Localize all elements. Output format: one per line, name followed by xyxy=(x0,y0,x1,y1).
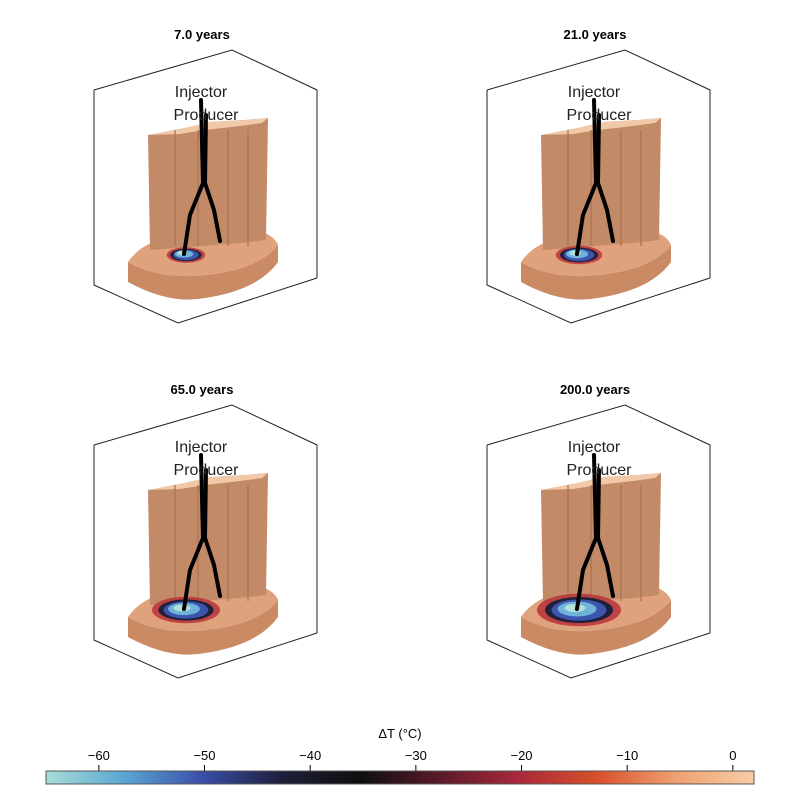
producer-well xyxy=(595,113,615,243)
axis-box-back xyxy=(486,404,711,633)
colorbar-bar xyxy=(45,770,755,785)
cold-plume xyxy=(555,245,603,265)
wells xyxy=(575,98,615,256)
producer-well xyxy=(595,468,615,598)
producer-label: Producer xyxy=(567,107,633,124)
wells xyxy=(575,453,615,611)
wells xyxy=(182,98,222,256)
panels: 7.0 years Injector Producer 21.0 years Injec… xyxy=(93,27,711,679)
axis-box-front xyxy=(486,445,711,679)
colorbar: ΔT (°C) −60 −50 −40 −30 −20 −10 0 xyxy=(45,726,755,785)
axis-box-back xyxy=(486,49,711,278)
injector-label: Injector xyxy=(568,439,621,456)
wells xyxy=(182,453,222,611)
colorbar-tick-label: −10 xyxy=(616,748,638,763)
injector-well xyxy=(575,453,599,611)
colorbar-tick-label: −40 xyxy=(299,748,321,763)
panel: 21.0 years Injector Producer xyxy=(486,27,711,324)
reservoir-column xyxy=(541,473,661,605)
producer-label: Producer xyxy=(174,462,240,479)
reservoir-column xyxy=(541,118,661,250)
colorbar-tick-label: −50 xyxy=(193,748,215,763)
reservoir-column xyxy=(148,118,268,250)
colorbar-label: ΔT (°C) xyxy=(378,726,421,741)
axis-box-front xyxy=(93,90,318,324)
colorbar-tick-label: −20 xyxy=(510,748,532,763)
axis-box-front xyxy=(93,445,318,679)
panel-title: 65.0 years xyxy=(171,382,234,397)
panel: 65.0 years Injector Producer xyxy=(93,382,318,679)
producer-well xyxy=(202,113,222,243)
panel-title: 200.0 years xyxy=(560,382,630,397)
colorbar-ticks: −60 −50 −40 −30 −20 −10 0 xyxy=(88,748,736,771)
axis-box-back xyxy=(93,404,318,633)
panel-title: 7.0 years xyxy=(174,27,230,42)
panel: 7.0 years Injector Producer xyxy=(93,27,318,324)
producer-well xyxy=(202,468,222,598)
producer-label: Producer xyxy=(567,462,633,479)
axis-box-back xyxy=(93,49,318,278)
reservoir-column xyxy=(148,473,268,605)
producer-label: Producer xyxy=(174,107,240,124)
colorbar-tick-label: −30 xyxy=(405,748,427,763)
injector-label: Injector xyxy=(175,439,228,456)
panel-title: 21.0 years xyxy=(564,27,627,42)
injector-well xyxy=(575,98,599,256)
panel: 200.0 years Injector Producer xyxy=(486,382,711,679)
injector-label: Injector xyxy=(175,84,228,101)
injector-well xyxy=(182,98,206,256)
axis-box-front xyxy=(486,90,711,324)
colorbar-tick-label: 0 xyxy=(729,748,736,763)
colorbar-tick-label: −60 xyxy=(88,748,110,763)
cold-plume xyxy=(537,593,621,627)
injector-well xyxy=(182,453,206,611)
injector-label: Injector xyxy=(568,84,621,101)
cold-plume xyxy=(152,596,220,624)
